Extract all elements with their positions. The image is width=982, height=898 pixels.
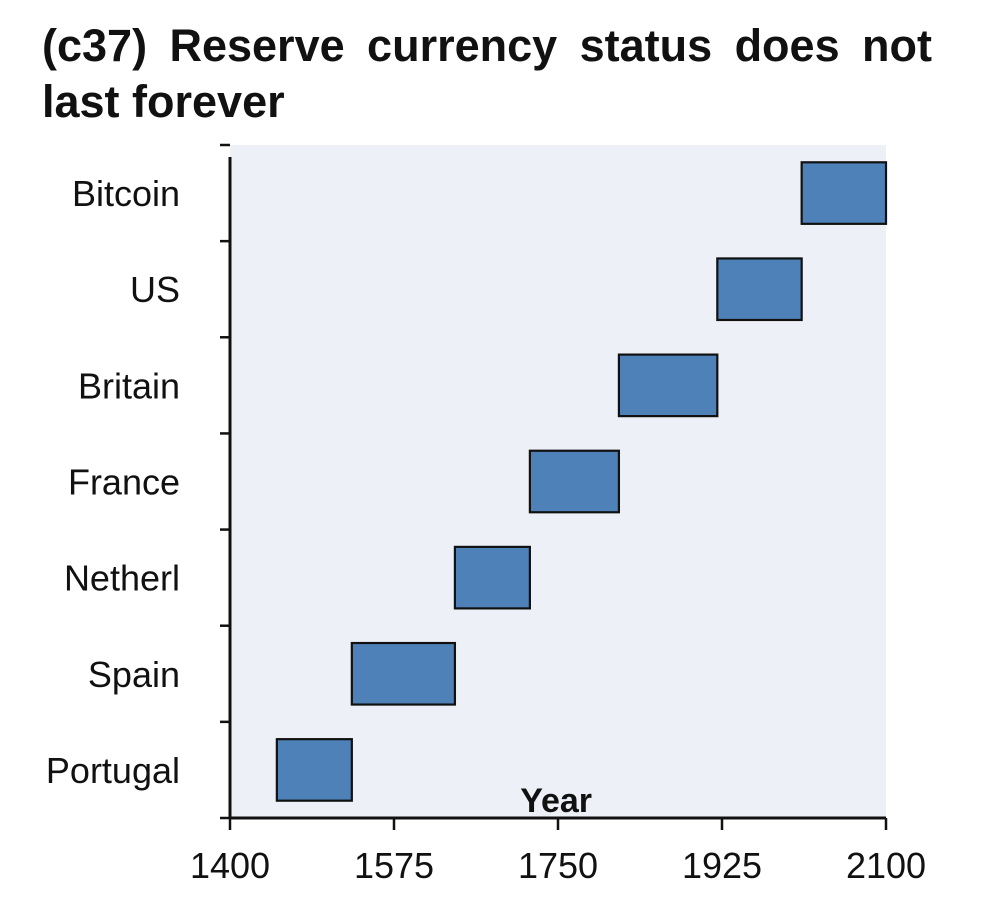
axes-group [220, 143, 888, 830]
y-category-label: Bitcoin [72, 173, 180, 214]
x-axis-title: Year [520, 782, 592, 820]
bar-bitcoin [800, 161, 888, 225]
bar-portugal [275, 738, 353, 802]
y-category-label: Spain [88, 654, 180, 695]
x-tick-label: 1575 [354, 845, 434, 886]
bar-us [716, 257, 803, 322]
chart-title: (c37) Reserve currency status does not l… [42, 20, 932, 127]
y-category-label: France [68, 462, 180, 503]
bar-britain [617, 353, 719, 418]
x-tick-label: 2100 [846, 845, 926, 886]
x-tick-label: 1750 [518, 845, 598, 886]
y-category-label: Britain [78, 365, 180, 406]
bar-spain [350, 641, 457, 706]
x-tick-label: 1400 [190, 845, 270, 886]
x-tick-label: 1925 [682, 845, 762, 886]
bar-netherl [453, 545, 531, 610]
y-category-label: Netherl [64, 558, 180, 599]
bar-france [528, 449, 621, 514]
y-category-label: Portugal [46, 750, 180, 791]
bars-group [275, 161, 888, 802]
labels-group: 1400 1575 1750 1925 2100 Portugal Spain Netherl… [46, 173, 926, 886]
y-category-label: US [130, 269, 180, 310]
